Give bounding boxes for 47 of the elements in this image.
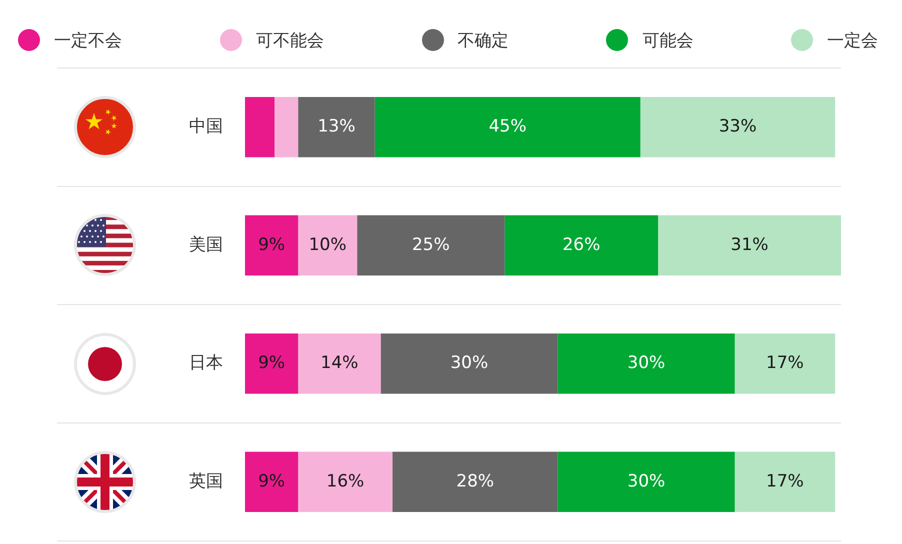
bar — [734, 333, 836, 394]
bar — [640, 96, 836, 158]
bar — [734, 452, 836, 512]
bar — [374, 96, 640, 158]
bar — [245, 333, 298, 394]
y-tick-label: 美国 — [189, 234, 223, 255]
y-tick-label: 英国 — [189, 471, 223, 492]
data-label: 30% — [627, 353, 666, 374]
bar — [558, 333, 735, 394]
y-tick-label: 日本 — [189, 353, 223, 374]
data-label: 25% — [412, 234, 450, 255]
data-label: 28% — [456, 471, 494, 492]
legend-label: 一定不会 — [54, 30, 122, 52]
bar — [298, 452, 393, 512]
bar — [392, 452, 558, 512]
legend-label: 不确定 — [458, 30, 508, 52]
bar — [245, 452, 298, 512]
data-label: 26% — [562, 234, 600, 255]
data-label: 9% — [258, 353, 286, 374]
legend-label: 一定会 — [827, 30, 878, 52]
data-label: 9% — [258, 471, 286, 492]
data-label: 30% — [627, 471, 666, 492]
bar — [298, 96, 375, 158]
data-label: 9% — [258, 234, 286, 255]
data-label: 33% — [718, 116, 757, 137]
legend-label: 可能会 — [642, 30, 694, 52]
bar — [245, 96, 275, 158]
legend-label: 可不能会 — [256, 30, 324, 52]
bar — [298, 215, 358, 276]
data-label: 30% — [450, 353, 488, 374]
data-label: 31% — [730, 234, 768, 255]
data-label: 13% — [318, 116, 356, 137]
bar — [245, 215, 298, 276]
data-label: 17% — [766, 353, 804, 374]
bar — [357, 215, 505, 276]
bar — [504, 215, 658, 276]
data-label: 14% — [320, 353, 358, 374]
bar — [658, 215, 841, 276]
bar — [380, 333, 558, 394]
bar — [558, 452, 735, 512]
y-tick-label: 中国 — [189, 116, 223, 137]
data-label: 45% — [488, 116, 526, 137]
bar — [274, 96, 298, 158]
data-label: 10% — [308, 234, 347, 255]
data-label: 16% — [326, 471, 364, 492]
data-label: 17% — [766, 471, 804, 492]
bar — [298, 333, 381, 394]
